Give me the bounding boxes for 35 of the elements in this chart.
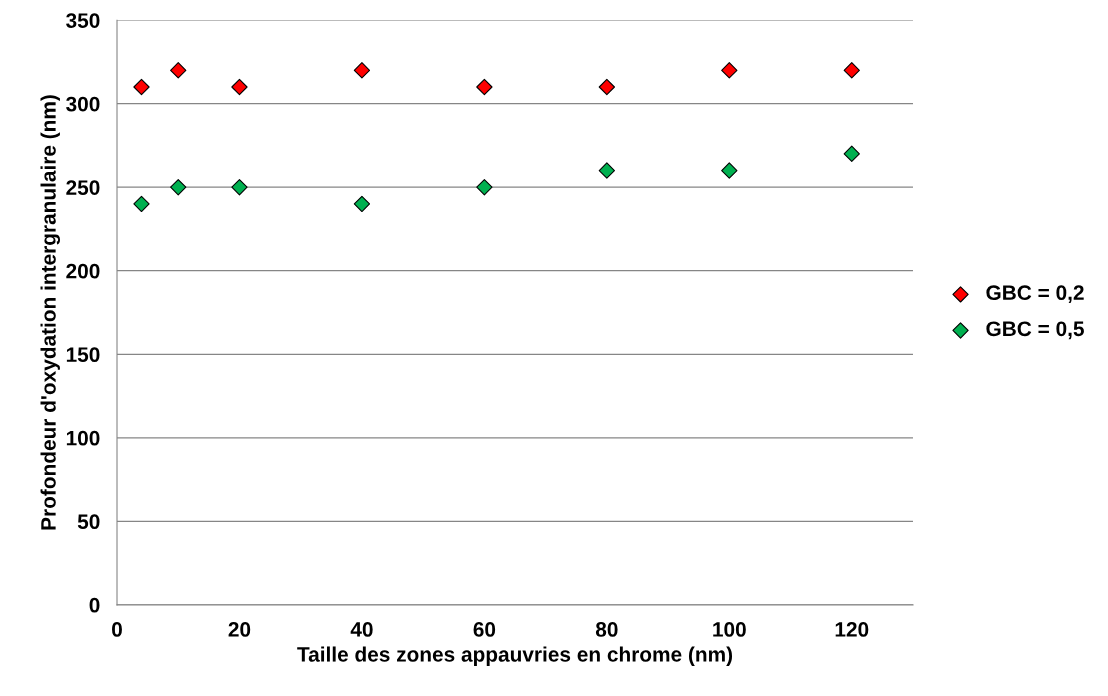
point	[598, 162, 616, 179]
x-tick-label: 20	[228, 622, 251, 637]
y-tick-label: 300	[66, 96, 100, 112]
x-tick-label: 120	[835, 622, 869, 637]
point	[843, 62, 860, 79]
x-tick-label: 100	[713, 622, 746, 637]
legend-label: GBC = 0,5	[986, 321, 1084, 340]
point	[476, 179, 493, 196]
x-axis-title: Taille des zones appauvries en chrome (nm)	[297, 646, 733, 666]
point	[133, 78, 150, 96]
point	[721, 62, 738, 79]
point	[598, 78, 616, 96]
point	[843, 145, 860, 162]
point	[353, 195, 371, 213]
x-tick-label: 40	[350, 622, 373, 637]
point	[721, 162, 738, 179]
x-tick-label: 0	[112, 622, 122, 637]
y-tick-label: 0	[89, 597, 100, 613]
y-tick-label: 200	[66, 263, 100, 279]
point	[231, 78, 248, 96]
point	[231, 179, 248, 196]
y-tick-label: 50	[77, 514, 100, 530]
point	[353, 62, 371, 79]
y-tick-label: 100	[66, 430, 100, 446]
y-tick-label: 350	[66, 13, 100, 28]
x-tick-label: 80	[595, 622, 618, 637]
point	[476, 78, 493, 96]
legend-label: GBC = 0,2	[986, 285, 1084, 304]
x-tick-label: 60	[473, 622, 496, 637]
y-tick-label: 150	[66, 347, 100, 363]
point	[170, 62, 187, 79]
y-tick-label: 250	[66, 180, 100, 195]
y-axis-title: Profondeur d'oxydation intergranulaire (nm)	[40, 95, 61, 530]
point	[170, 179, 187, 196]
point	[133, 195, 150, 213]
